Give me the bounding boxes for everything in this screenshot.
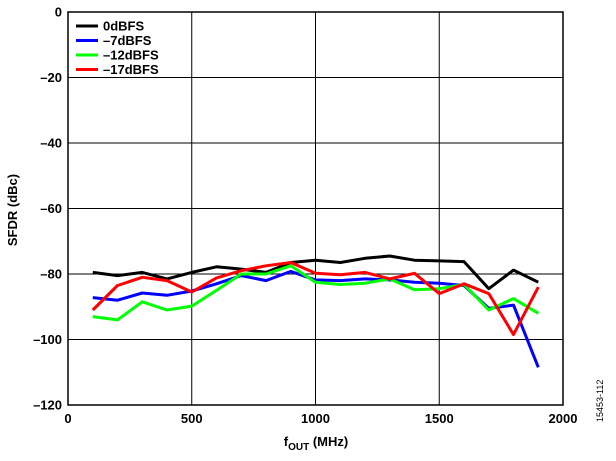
series-line-1 xyxy=(92,254,539,291)
figure-id: 15453-112 xyxy=(595,380,605,422)
y-tick-labels: 0 –20 –40 –60 –80 –100 –120 xyxy=(33,5,62,413)
y-tick-label: –40 xyxy=(40,136,62,151)
legend-label: –12dBFS xyxy=(103,48,159,63)
x-tick-labels: 0 500 1000 1500 2000 xyxy=(64,411,577,426)
x-axis-title-unit: (MHz) xyxy=(309,434,348,449)
y-tick-label: –20 xyxy=(40,70,62,85)
y-tick-label: –100 xyxy=(33,332,62,347)
y-tick-label: –80 xyxy=(40,267,62,282)
series-line-4 xyxy=(91,261,540,337)
legend: 0dBFS–7dBFS–12dBFS–17dBFS xyxy=(76,19,159,77)
x-axis-title-main: f xyxy=(284,434,289,449)
legend-label: 0dBFS xyxy=(103,19,145,34)
x-tick-label: 2000 xyxy=(549,411,578,426)
x-tick-label: 500 xyxy=(181,411,203,426)
legend-label: –7dBFS xyxy=(103,33,152,48)
y-axis-title: SFDR (dBc) xyxy=(5,174,20,246)
x-axis-title: fOUT (MHz) xyxy=(284,434,348,453)
legend-label: –17dBFS xyxy=(103,62,159,77)
y-tick-label: –60 xyxy=(40,201,62,216)
x-tick-label: 0 xyxy=(64,411,71,426)
y-tick-label: –120 xyxy=(33,398,62,413)
x-axis-title-sub: OUT xyxy=(288,442,309,453)
y-tick-label: 0 xyxy=(55,5,62,20)
series-layer xyxy=(91,254,540,368)
x-tick-label: 1000 xyxy=(301,411,330,426)
x-tick-label: 1500 xyxy=(425,411,454,426)
